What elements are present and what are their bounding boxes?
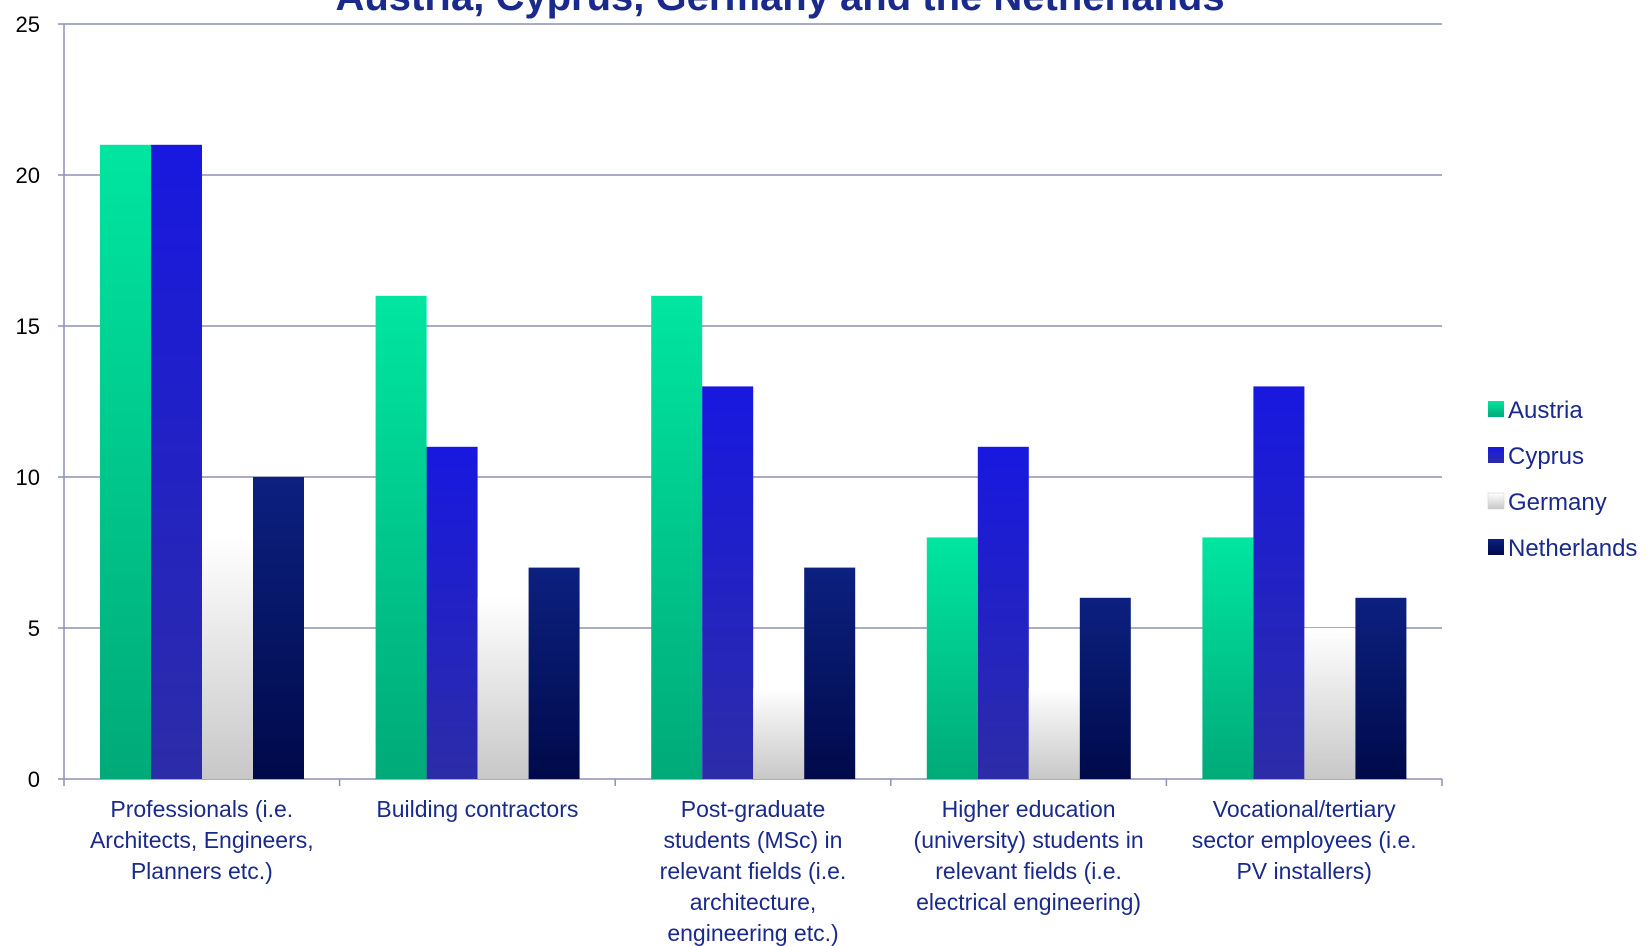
x-category-label-3: Post-graduate students (MSc) in relevant f… — [660, 796, 847, 946]
legend-label-germany: Germany — [1508, 489, 1607, 516]
bar-austria-1 — [100, 144, 151, 780]
chart-title-group: Austria, Cyprus, Germany and the Netherl… — [335, 0, 1224, 19]
y-tick-label-5: 5 — [28, 616, 40, 641]
bar-austria-4 — [926, 537, 978, 779]
y-tick-label-10: 10 — [16, 465, 40, 490]
chart-title: Austria, Cyprus, Germany and the Netherl… — [335, 0, 1224, 19]
bar-cyprus-3 — [702, 386, 754, 779]
bar-netherlands-3 — [804, 567, 856, 779]
bar-netherlands-1 — [253, 477, 304, 779]
bar-austria-2 — [375, 295, 427, 779]
bar-netherlands-5 — [1355, 597, 1407, 779]
bar-germany-5 — [1304, 628, 1356, 779]
bar-germany-4 — [1028, 688, 1080, 779]
bar-netherlands-2 — [528, 567, 580, 779]
y-tick-label-20: 20 — [16, 163, 40, 188]
legend-swatch-cyprus — [1488, 447, 1504, 463]
legend-swatch-austria — [1488, 401, 1504, 417]
bar-austria-3 — [651, 295, 703, 779]
bar-germany-3 — [753, 688, 805, 779]
y-tick-label-15: 15 — [16, 314, 40, 339]
x-category-label-5: Vocational/tertiary sector employees (i.e… — [1192, 796, 1417, 884]
x-category-label-2: Building contractors — [376, 796, 578, 822]
legend-label-cyprus: Cyprus — [1508, 443, 1584, 470]
bar-cyprus-1 — [151, 144, 202, 780]
y-tick-label-25: 25 — [16, 12, 40, 37]
bar-cyprus-4 — [977, 446, 1029, 779]
legend-item-austria: Austria — [1488, 397, 1583, 424]
legend-label-austria: Austria — [1508, 397, 1583, 424]
legend-label-netherlands: Netherlands — [1508, 535, 1637, 562]
legend-item-netherlands: Netherlands — [1488, 535, 1637, 562]
bar-cyprus-5 — [1253, 386, 1305, 779]
bars — [100, 144, 1407, 780]
legend-item-germany: Germany — [1487, 489, 1607, 516]
legend-swatch-netherlands — [1488, 539, 1504, 555]
x-category-label-4: Higher education (university) students in… — [914, 796, 1144, 915]
x-category-label-1: Professionals (i.e. Architects, Engineers… — [90, 796, 314, 884]
legend: Austria Cyprus Germany Netherlands — [1487, 397, 1637, 562]
legend-swatch-germany — [1487, 492, 1505, 510]
bar-austria-5 — [1202, 537, 1254, 779]
category-labels: Professionals (i.e. Architects, Engineers… — [90, 796, 1417, 946]
bar-germany-2 — [477, 597, 529, 779]
bar-cyprus-2 — [426, 446, 478, 779]
bar-germany-1 — [202, 537, 253, 779]
legend-item-cyprus: Cyprus — [1488, 443, 1584, 470]
y-tick-label-0: 0 — [28, 767, 40, 792]
bar-netherlands-4 — [1079, 597, 1131, 779]
